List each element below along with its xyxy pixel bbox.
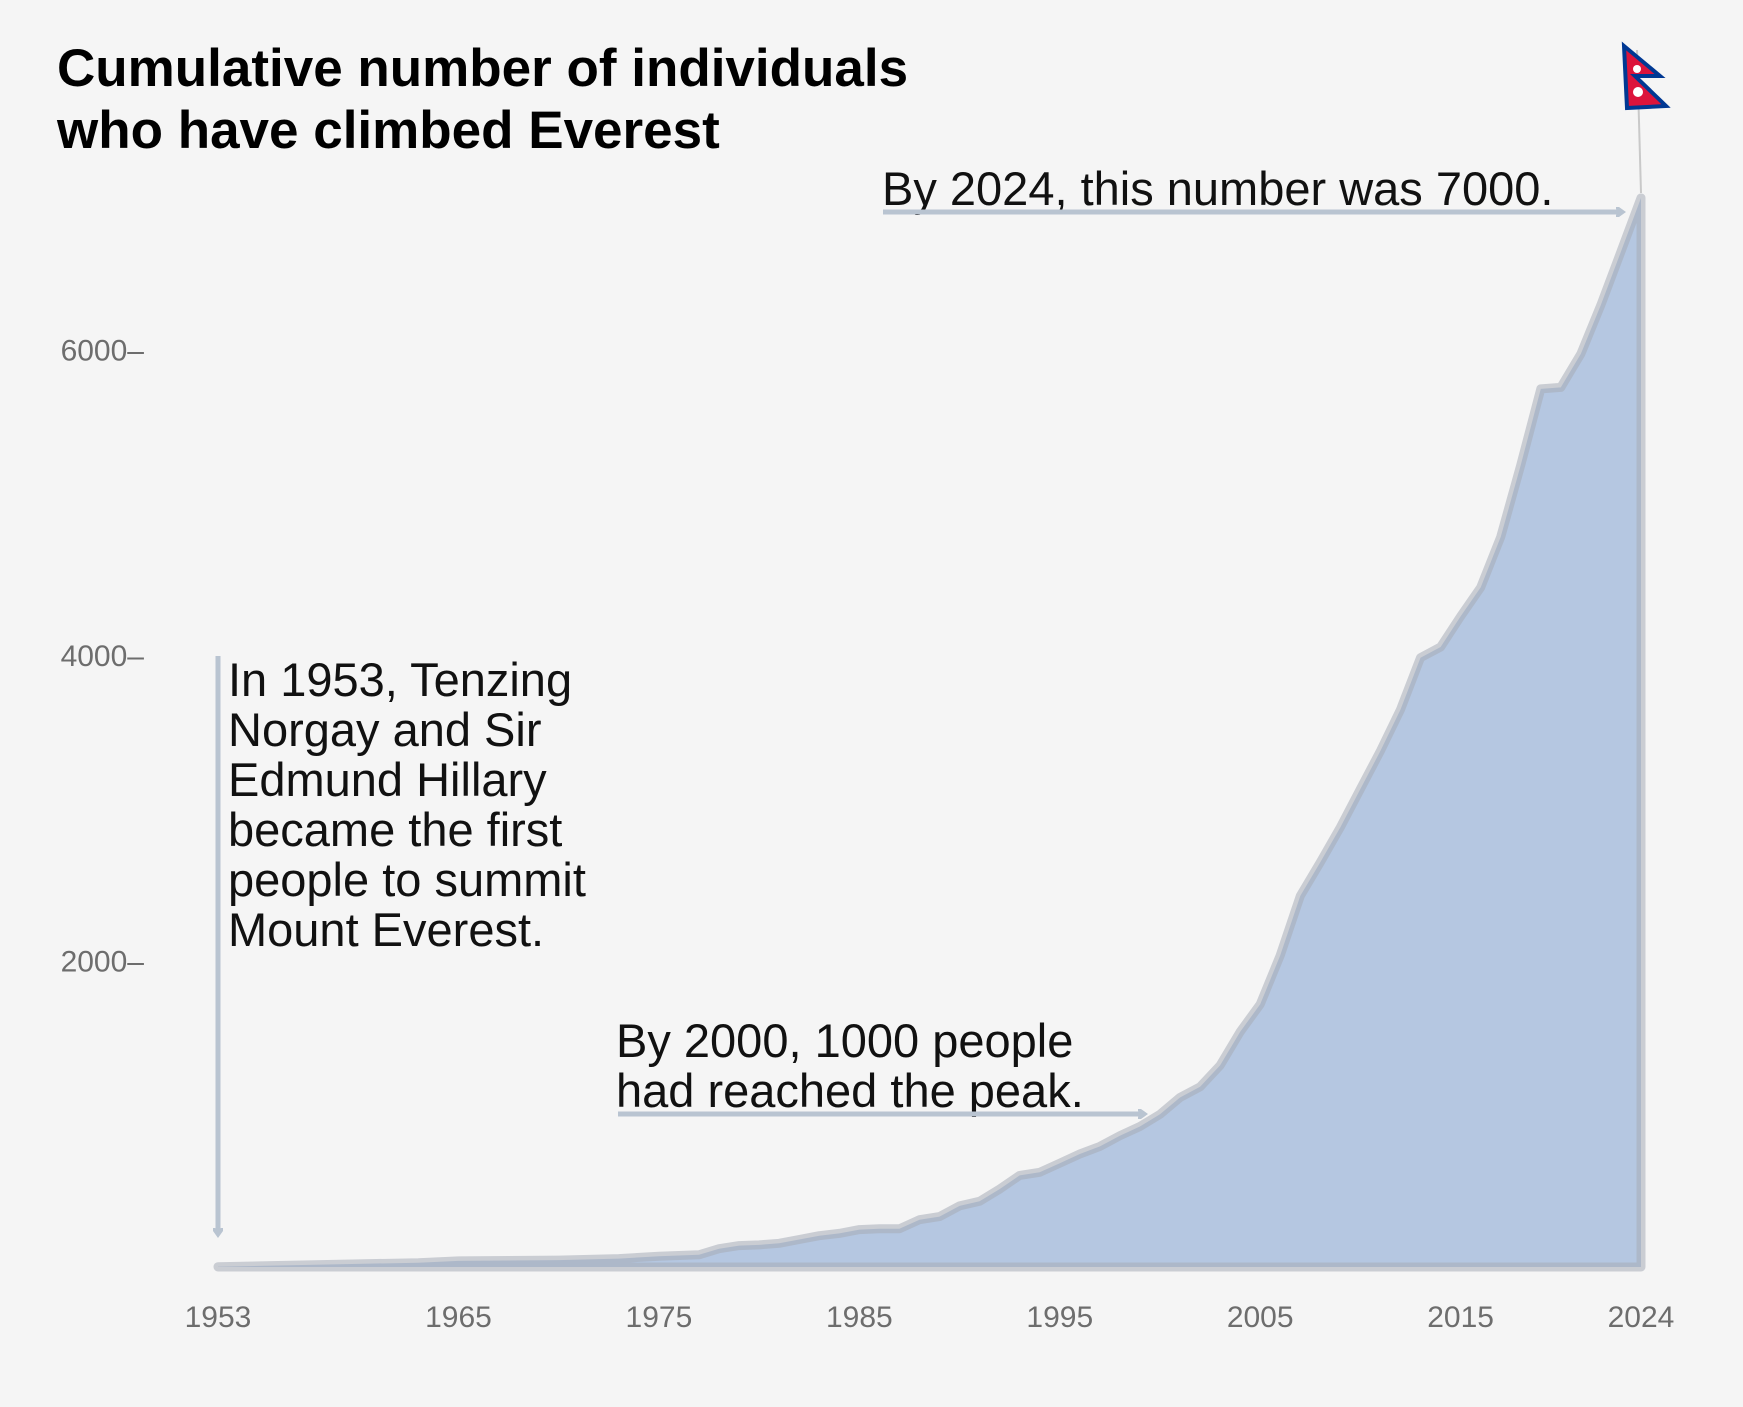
annotation-y2000-line-1: By 2000, 1000 people <box>616 1014 1073 1067</box>
annotation-start-line-3: Edmund Hillary <box>228 753 547 806</box>
y-tick-label-6000: 6000– <box>61 335 145 368</box>
annotation-start-line-6: Mount Everest. <box>228 903 544 956</box>
annotation-start-line-4: became the first <box>228 803 562 856</box>
x-tick-label-1975: 1975 <box>626 1301 693 1334</box>
area-layer <box>213 193 1646 1272</box>
x-tick-label-1985: 1985 <box>826 1301 893 1334</box>
annotation-y2000-line-2: had reached the peak. <box>616 1064 1084 1117</box>
x-tick-label-1953: 1953 <box>185 1301 252 1334</box>
x-tick-label-2005: 2005 <box>1227 1301 1294 1334</box>
y-tick-label-2000: 2000– <box>61 946 145 979</box>
annotation-start-line-1: In 1953, Tenzing <box>228 653 572 706</box>
title-line-2: who have climbed Everest <box>57 101 720 160</box>
annotation-y2024-line-1: By 2024, this number was 7000. <box>882 162 1553 215</box>
chart-title: Cumulative number of individuals who hav… <box>57 38 1057 162</box>
x-tick-label-2015: 2015 <box>1427 1301 1494 1334</box>
annotation-start-line-2: Norgay and Sir <box>228 703 542 756</box>
title-line-1: Cumulative number of individuals <box>57 39 909 98</box>
x-tick-label-1965: 1965 <box>425 1301 492 1334</box>
axis-layer: 1953 1965 1975 1985 1995 2005 2015 2024 2000– 400… <box>61 335 1675 1334</box>
area-outline <box>213 193 1646 1272</box>
x-tick-label-1995: 1995 <box>1026 1301 1093 1334</box>
y-tick-label-4000: 4000– <box>61 640 145 673</box>
nepal-flag-icon <box>1621 41 1671 194</box>
annotation-start-line-5: people to summit <box>228 853 586 906</box>
x-tick-label-2024: 2024 <box>1608 1301 1675 1334</box>
area-fill <box>218 198 1641 1267</box>
